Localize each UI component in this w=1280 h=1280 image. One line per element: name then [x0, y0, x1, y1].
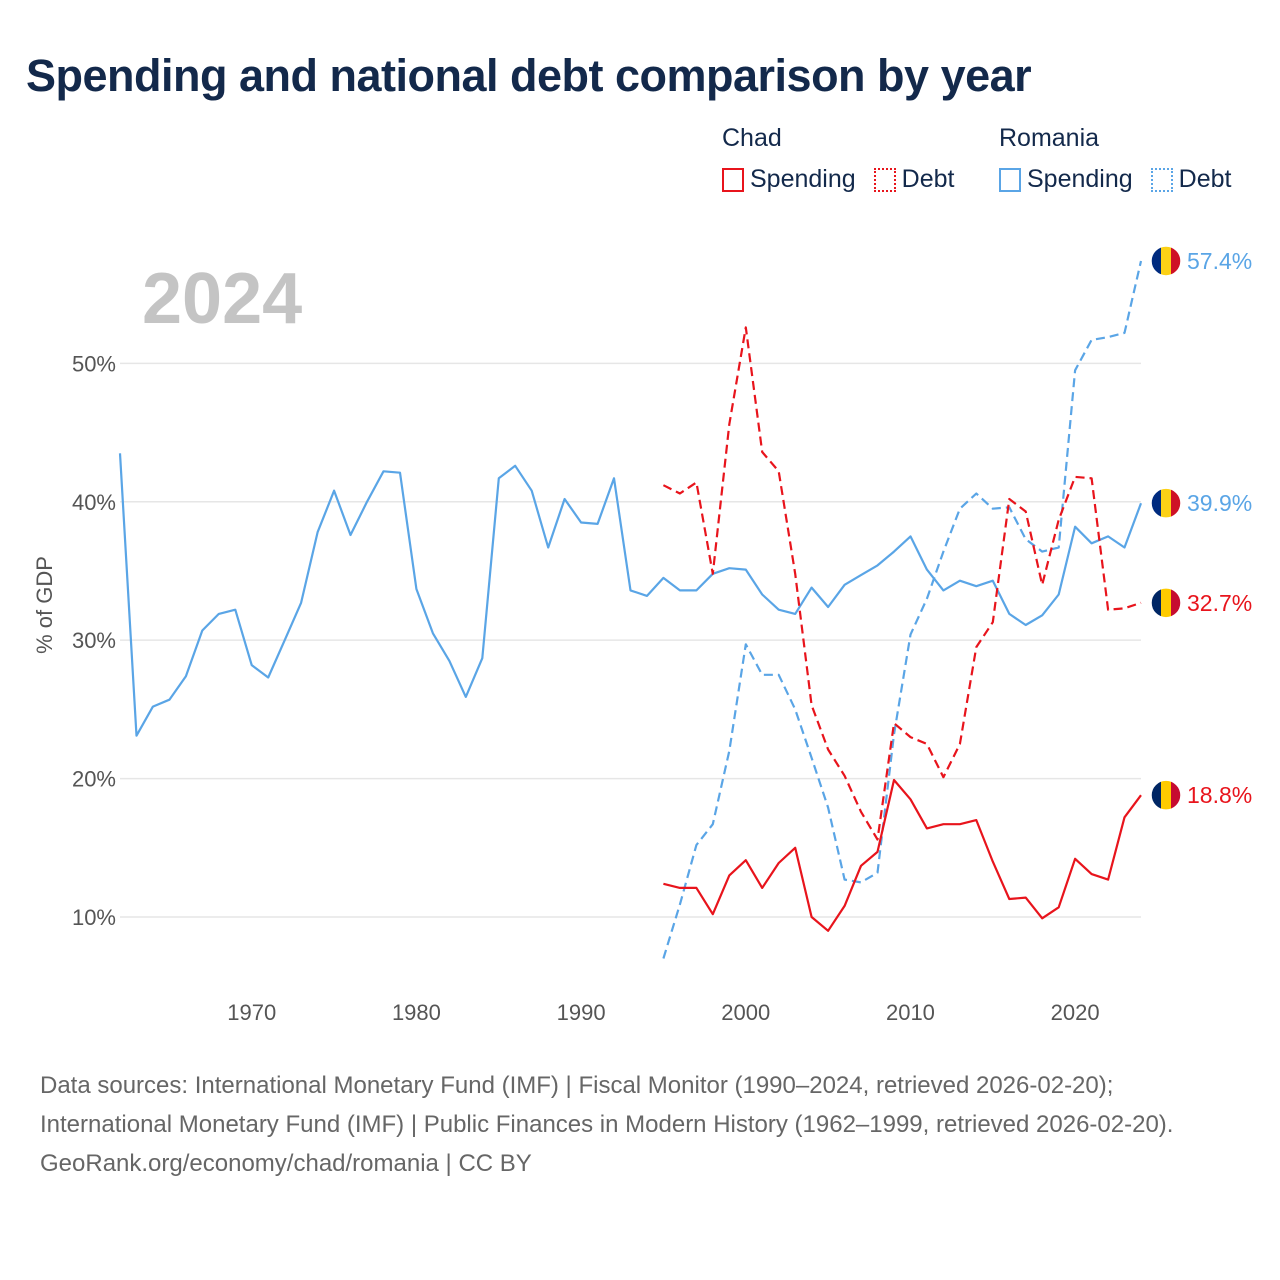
x-tick-label: 2020: [1051, 1000, 1100, 1025]
end-label-romania-debt: 57.4%: [1187, 248, 1252, 274]
y-tick-label: 40%: [72, 490, 116, 515]
legend-item-chad-debt[interactable]: Debt: [873, 165, 955, 194]
y-tick-label: 10%: [72, 905, 116, 930]
x-tick-label: 1970: [227, 1000, 276, 1025]
flag-stripe: [1171, 780, 1181, 811]
series-lines: [118, 260, 1143, 959]
chart-title: Spending and national debt comparison by…: [26, 50, 1032, 101]
flag-stripe: [1151, 587, 1161, 618]
series-line-romania-spending: [118, 453, 1143, 737]
y-axis-title: % of GDP: [32, 556, 57, 654]
legend-group-romania: Romania Spending Debt: [999, 124, 1231, 194]
legend-item-romania-spending[interactable]: Spending: [999, 165, 1133, 194]
legend-country-romania: Romania: [999, 124, 1100, 152]
gridlines: [120, 362, 1141, 918]
legend-item-romania-debt[interactable]: Debt: [1150, 165, 1232, 194]
end-label-romania-spending: 39.9%: [1187, 490, 1252, 516]
footer: Data sources: International Monetary Fun…: [40, 1066, 1240, 1183]
x-axis-ticks: 1970 1980 1990 2000 2010 2020: [227, 1000, 1099, 1025]
end-labels: 39.9% 57.4% 18.8% 32.7%: [1150, 245, 1252, 811]
flag-stripe: [1161, 780, 1171, 811]
x-tick-label: 1980: [392, 1000, 441, 1025]
legend-swatch-romania-spending: [999, 167, 1021, 192]
line-chart: 2024 10% 20% 30% 40% 50% 1970 1980 1990 2000 201…: [32, 245, 1252, 1025]
flag-stripe: [1161, 488, 1171, 519]
flag-stripe: [1171, 245, 1181, 276]
flag-stripe: [1151, 245, 1161, 276]
romania-flag: [1151, 488, 1181, 519]
flag-ring: [1150, 587, 1182, 619]
legend-swatch-chad-spending: [722, 167, 744, 192]
x-tick-label: 2000: [721, 1000, 770, 1025]
legend-country-chad: Chad: [722, 124, 782, 152]
chad-flag: [1151, 780, 1181, 811]
legend-label-romania-spending: Spending: [1027, 165, 1133, 193]
flag-stripe: [1171, 488, 1181, 519]
legend-group-chad: Chad Spending Debt: [722, 124, 954, 194]
flag-stripe: [1151, 488, 1161, 519]
legend-swatch-romania-debt: [1150, 167, 1173, 192]
legend-label-chad-spending: Spending: [750, 165, 856, 193]
romania-flag: [1151, 245, 1181, 276]
attribution-link[interactable]: GeoRank.org/economy/chad/romania | CC BY: [40, 1150, 532, 1177]
x-tick-label: 1990: [557, 1000, 606, 1025]
legend-item-chad-spending[interactable]: Spending: [722, 165, 856, 194]
y-tick-label: 50%: [72, 351, 116, 376]
y-tick-label: 30%: [72, 628, 116, 653]
end-label-chad-debt: 32.7%: [1187, 590, 1252, 616]
series-line-romania-debt: [662, 260, 1143, 959]
flag-ring: [1150, 779, 1182, 811]
data-sources-note: Data sources: International Monetary Fun…: [40, 1072, 1174, 1138]
y-tick-label: 20%: [72, 767, 116, 792]
flag-stripe: [1171, 587, 1181, 618]
legend-label-chad-debt: Debt: [901, 165, 955, 193]
series-line-chad-spending: [663, 778, 1142, 932]
legend-label-romania-debt: Debt: [1178, 165, 1232, 193]
legend-swatch-chad-debt: [873, 167, 896, 192]
y-axis-ticks: 10% 20% 30% 40% 50%: [72, 351, 116, 930]
series-line-chad-debt: [662, 326, 1142, 841]
flag-stripe: [1161, 245, 1171, 276]
current-year-label: 2024: [142, 259, 302, 339]
end-label-chad-spending: 18.8%: [1187, 782, 1252, 808]
flag-ring: [1150, 487, 1182, 519]
flag-stripe: [1161, 587, 1171, 618]
chad-flag: [1151, 587, 1181, 618]
flag-stripe: [1151, 780, 1161, 811]
x-tick-label: 2010: [886, 1000, 935, 1025]
flag-ring: [1150, 245, 1182, 277]
